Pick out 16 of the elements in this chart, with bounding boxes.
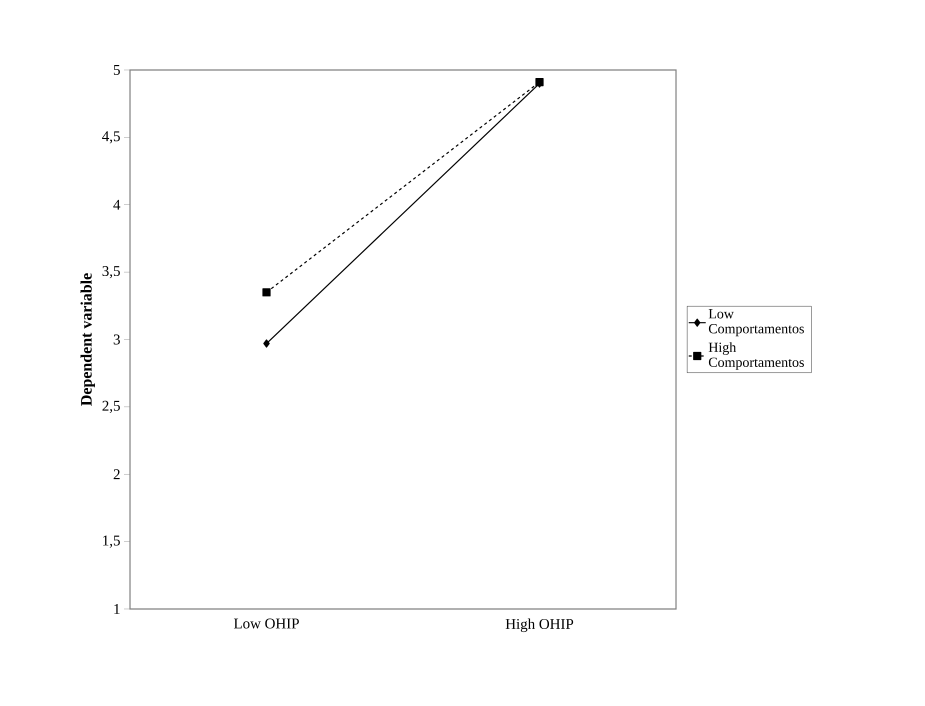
y-tick-label: 1,5: [103, 536, 120, 548]
x-tick-label: High OHIP: [506, 618, 574, 632]
x-tick-label: Low OHIP: [234, 618, 299, 629]
y-tick-label: 5: [114, 65, 120, 75]
y-tick-label: 1: [114, 604, 120, 614]
point: [262, 288, 271, 296]
legend-label: Low Comportamentos: [708, 309, 804, 336]
y-tick-label: 2: [114, 469, 120, 480]
legend-label: High Comportamentos: [708, 342, 804, 370]
y-tick-label: 3,5: [102, 266, 120, 278]
y-tick-label: 2,5: [102, 400, 120, 413]
point: [263, 339, 270, 348]
y-tick-label: 4,5: [102, 131, 120, 144]
y-tick-label: 3: [114, 334, 120, 344]
y-tick-label: 4: [113, 200, 120, 210]
y-axis-title: Dependent variable: [80, 273, 95, 406]
